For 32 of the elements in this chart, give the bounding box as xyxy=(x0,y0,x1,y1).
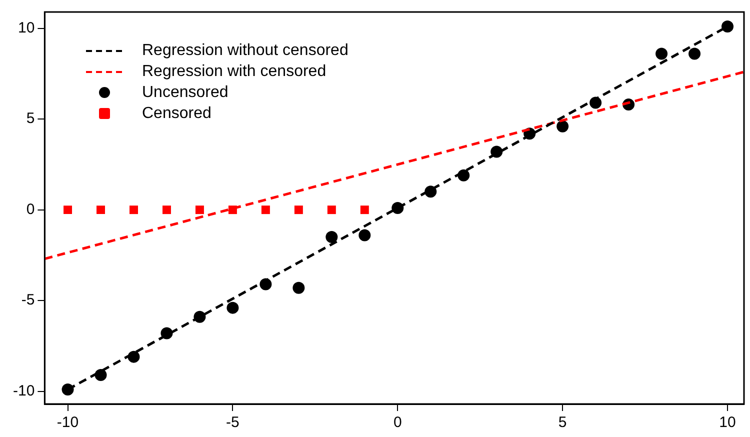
legend-label: Regression without censored xyxy=(142,41,348,61)
x-tick-label: 10 xyxy=(719,414,736,432)
point xyxy=(261,206,270,214)
point xyxy=(326,231,338,244)
y-tick-label: 10 xyxy=(18,19,35,36)
point xyxy=(327,206,336,214)
point xyxy=(292,282,305,294)
point xyxy=(656,48,668,60)
x-tick-label: 0 xyxy=(393,414,402,432)
y-tick-label: -5 xyxy=(21,292,35,309)
x-tick-label: -5 xyxy=(226,414,240,432)
point xyxy=(195,206,204,214)
point xyxy=(162,206,171,214)
legend-label: Censored xyxy=(142,104,212,124)
point xyxy=(294,206,303,214)
point xyxy=(130,206,138,214)
y-tick-label: 0 xyxy=(26,200,35,218)
point xyxy=(722,20,734,33)
point xyxy=(64,206,72,214)
point xyxy=(358,229,371,242)
y-tick-label: 5 xyxy=(26,110,35,128)
point xyxy=(556,120,569,132)
point xyxy=(94,368,107,381)
legend-label: Regression with censored xyxy=(142,62,326,82)
point xyxy=(688,48,701,60)
y-tick-label: -10 xyxy=(12,382,35,400)
point xyxy=(96,206,105,214)
x-tick-label: 5 xyxy=(558,414,567,432)
point xyxy=(360,206,369,214)
x-tick-label: -10 xyxy=(56,414,79,432)
point xyxy=(226,302,239,314)
legend-label: Uncensored xyxy=(142,83,228,103)
